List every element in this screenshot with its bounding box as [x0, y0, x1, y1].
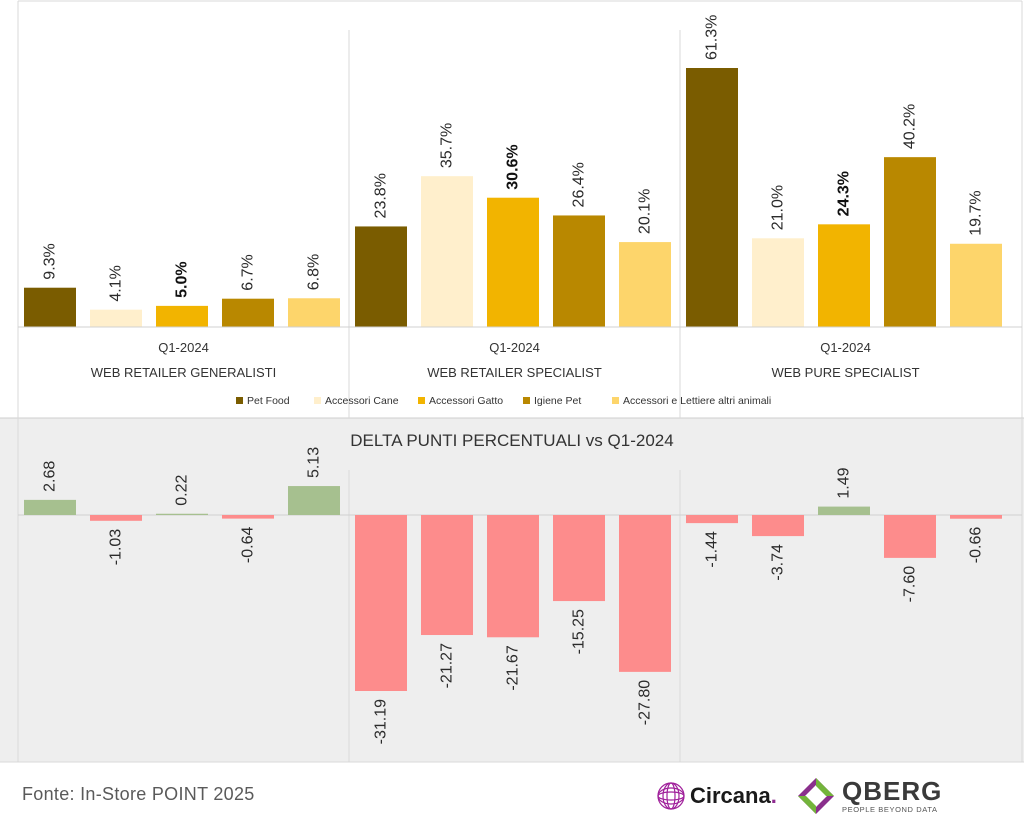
bar-data-label: 26.4%: [571, 162, 588, 207]
bar: [619, 242, 671, 327]
circana-logo: Circana.: [656, 776, 777, 816]
legend-label: Accessori e Lettiere altri animali: [623, 395, 771, 407]
delta-bar: [818, 506, 870, 515]
group-tick-label: WEB RETAILER GENERALISTI: [91, 365, 276, 380]
delta-data-label: -15.25: [571, 609, 588, 654]
delta-bar: [686, 515, 738, 524]
qberg-wordmark: QBERG: [842, 776, 943, 807]
group-tick-label: WEB RETAILER SPECIALIST: [427, 365, 602, 380]
bar-data-label: 5.0%: [174, 261, 191, 297]
delta-data-label: -0.66: [968, 527, 985, 564]
delta-bar: [884, 515, 936, 558]
legend-label: Accessori Cane: [325, 395, 399, 407]
delta-data-label: -1.03: [108, 529, 125, 566]
delta-bar: [222, 515, 274, 519]
bar: [950, 243, 1002, 327]
delta-bar: [950, 515, 1002, 519]
group-tick-label: WEB PURE SPECIALIST: [771, 365, 919, 380]
delta-data-label: -1.44: [704, 531, 721, 568]
bar-data-label: 23.8%: [373, 173, 390, 218]
legend-swatch: [418, 397, 425, 404]
delta-bar: [487, 515, 539, 638]
chart-canvas: 9.3% 23.8% 61.3% 4.1% 35.7% 21.0% 5.0% 30.6% 24.…: [0, 0, 1024, 763]
bar-data-label: 35.7%: [439, 123, 456, 168]
period-tick-label: Q1-2024: [489, 340, 540, 355]
delta-data-label: -3.74: [770, 544, 787, 581]
delta-data-label: 5.13: [306, 447, 323, 478]
delta-data-label: -0.64: [240, 527, 257, 564]
qberg-tagline: PEOPLE BEYOND DATA: [842, 805, 938, 815]
period-tick-label: Q1-2024: [820, 340, 871, 355]
bar-data-label: 19.7%: [968, 190, 985, 235]
bar-data-label: 40.2%: [902, 104, 919, 149]
legend-swatch: [314, 397, 321, 404]
bar: [222, 298, 274, 327]
bar: [288, 298, 340, 327]
legend-label: Pet Food: [247, 395, 290, 407]
bar-data-label: 30.6%: [505, 144, 522, 189]
source-note: Fonte: In-Store POINT 2025: [22, 784, 255, 804]
delta-data-label: -31.19: [373, 699, 390, 744]
bar-data-label: 4.1%: [108, 265, 125, 301]
period-tick-label: Q1-2024: [158, 340, 209, 355]
bar-data-label: 61.3%: [704, 15, 721, 60]
bar-data-label: 24.3%: [836, 171, 853, 216]
qberg-logo: QBERG PEOPLE BEYOND DATA: [796, 774, 942, 818]
delta-bar: [752, 515, 804, 537]
delta-bar: [24, 499, 76, 515]
delta-data-label: -7.60: [902, 566, 919, 603]
bar: [686, 68, 738, 327]
delta-bar: [355, 515, 407, 691]
delta-data-label: -27.80: [637, 680, 654, 725]
delta-data-label: 2.68: [42, 461, 59, 492]
legend-label: Igiene Pet: [534, 395, 581, 407]
legend-swatch: [236, 397, 243, 404]
delta-data-label: 1.49: [836, 467, 853, 498]
delta-bar: [288, 486, 340, 515]
bar: [884, 157, 936, 327]
bar: [90, 309, 142, 327]
bar: [818, 224, 870, 327]
bar: [752, 238, 804, 327]
delta-chart-title: DELTA PUNTI PERCENTUALI vs Q1-2024: [350, 431, 673, 450]
bar: [553, 215, 605, 327]
delta-bar: [619, 515, 671, 672]
delta-bar: [553, 515, 605, 602]
bar-data-label: 6.7%: [240, 254, 257, 290]
share-chart: 9.3% 23.8% 61.3% 4.1% 35.7% 21.0% 5.0% 30.6% 24.…: [17, 1, 1022, 418]
legend-swatch: [612, 397, 619, 404]
circana-wordmark: Circana.: [690, 783, 777, 808]
bar-data-label: 21.0%: [770, 185, 787, 230]
circana-mark-icon: [657, 782, 685, 810]
bar-data-label: 9.3%: [42, 243, 59, 279]
delta-bar: [90, 515, 142, 521]
delta-data-label: -21.27: [439, 643, 456, 688]
bar-data-label: 6.8%: [306, 254, 323, 290]
delta-chart: 2.68 -31.19 -1.44 -1.03 -21.27 -3.74 0.22 -21.6…: [17, 418, 1023, 762]
bar: [421, 176, 473, 327]
delta-data-label: -21.67: [505, 645, 522, 690]
bar: [24, 287, 76, 327]
legend-label: Accessori Gatto: [429, 395, 503, 407]
legend-swatch: [523, 397, 530, 404]
qberg-mark-icon: [798, 778, 834, 814]
delta-bar: [421, 515, 473, 636]
bar: [487, 197, 539, 327]
bar: [355, 226, 407, 327]
bar: [156, 305, 208, 327]
delta-bar: [156, 513, 208, 515]
bar-data-label: 20.1%: [637, 189, 654, 234]
delta-data-label: 0.22: [174, 475, 191, 506]
